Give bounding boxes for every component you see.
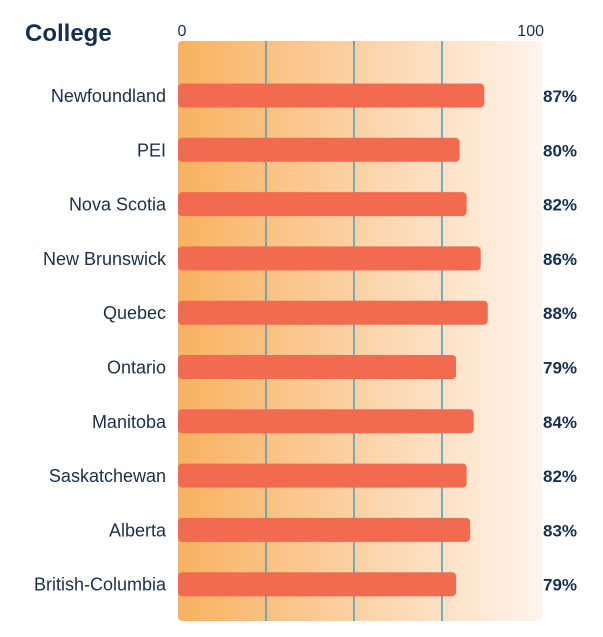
bars bbox=[178, 83, 488, 597]
category-label: New Brunswick bbox=[43, 249, 167, 269]
category-label: Quebec bbox=[103, 303, 166, 323]
category-label: British-Columbia bbox=[34, 575, 167, 595]
bar-new-brunswick bbox=[178, 246, 481, 271]
axis-ticks: 0 100 bbox=[178, 23, 545, 40]
value-label: 79% bbox=[543, 576, 577, 595]
value-labels: 87% 80% 82% 86% 88% 79% 84% 82% 83% 79% bbox=[543, 87, 577, 595]
x-tick-label: 100 bbox=[517, 23, 544, 40]
category-label: Ontario bbox=[107, 358, 166, 378]
category-label: PEI bbox=[137, 140, 166, 160]
bar-alberta bbox=[178, 517, 471, 542]
category-label: Saskatchewan bbox=[49, 466, 166, 486]
value-label: 79% bbox=[543, 359, 577, 378]
value-label: 83% bbox=[543, 521, 577, 540]
x-tick-label: 0 bbox=[178, 23, 187, 40]
category-label: Newfoundland bbox=[51, 86, 166, 106]
bar-saskatchewan bbox=[178, 463, 467, 488]
bar-pei bbox=[178, 137, 460, 162]
bar-nova-scotia bbox=[178, 192, 467, 217]
value-label: 88% bbox=[543, 304, 577, 323]
value-label: 82% bbox=[543, 196, 577, 215]
bar-quebec bbox=[178, 300, 488, 325]
category-label: Nova Scotia bbox=[69, 195, 167, 215]
value-label: 82% bbox=[543, 467, 577, 486]
category-label: Alberta bbox=[109, 520, 167, 540]
value-label: 80% bbox=[543, 141, 577, 160]
bar-british-columbia bbox=[178, 572, 457, 597]
category-labels: Newfoundland PEI Nova Scotia New Brunswick Q… bbox=[34, 86, 167, 595]
bar-manitoba bbox=[178, 409, 474, 434]
category-label: Manitoba bbox=[92, 412, 167, 432]
value-label: 87% bbox=[543, 87, 577, 106]
chart-title: College bbox=[25, 20, 112, 47]
bar-newfoundland bbox=[178, 83, 485, 108]
bar-ontario bbox=[178, 355, 457, 379]
value-label: 86% bbox=[543, 250, 577, 269]
value-label: 84% bbox=[543, 413, 577, 432]
